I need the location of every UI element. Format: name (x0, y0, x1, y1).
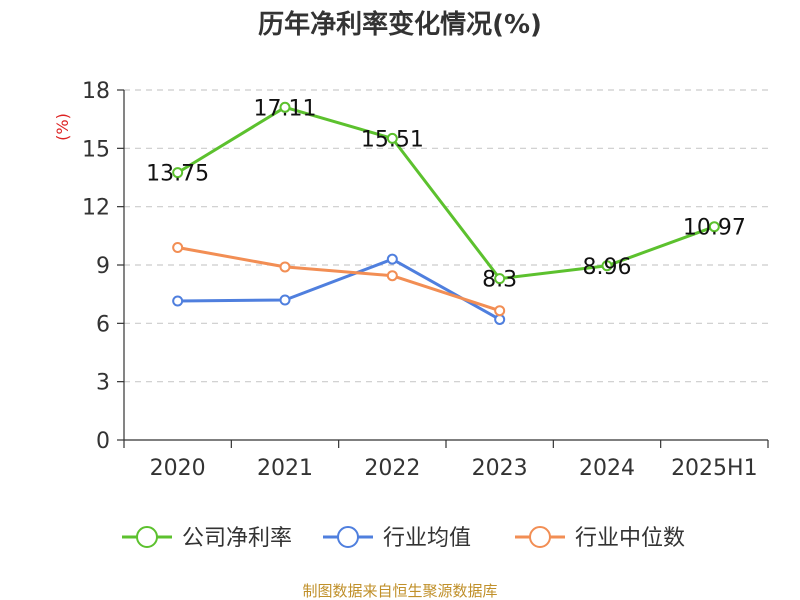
data-point (279, 261, 291, 273)
x-tick-label: 2023 (472, 456, 528, 481)
x-tick-label: 2021 (257, 456, 313, 481)
y-tick-label: 6 (96, 312, 110, 337)
y-tick-label: 18 (82, 79, 110, 104)
x-tick-label: 2020 (150, 456, 206, 481)
y-tick-label: 15 (82, 137, 110, 162)
data-point (708, 221, 720, 233)
data-label: 10.97 (683, 216, 746, 241)
data-point (172, 242, 184, 253)
data-point (494, 305, 506, 317)
data-point (386, 270, 398, 282)
series-lines (172, 101, 720, 325)
series-line (176, 105, 716, 281)
data-point (494, 313, 506, 325)
data-point (172, 167, 184, 179)
series-line (176, 246, 502, 313)
data-label: 8.96 (583, 255, 632, 280)
legend: 公司净利率 行业均值 行业中位数 (122, 526, 685, 551)
x-tick-label: 2025H1 (671, 456, 758, 481)
legend-label: 行业均值 (383, 526, 471, 551)
data-point (601, 260, 613, 272)
y-tick-label: 0 (96, 429, 110, 454)
data-label: 17.11 (254, 96, 317, 121)
y-axis-unit-label: (%) (53, 113, 72, 141)
gridlines (124, 89, 768, 383)
series-line (176, 257, 502, 321)
y-tick-label: 3 (96, 371, 110, 396)
legend-label: 公司净利率 (182, 526, 292, 551)
data-label: 15.51 (361, 127, 424, 152)
axes: 0 3 6 9 12 15 18 2020 2021 2022 2023 2024 2025H1 (82, 79, 769, 481)
data-point (386, 132, 398, 144)
data-point (494, 273, 506, 285)
source-note: 制图数据来自恒生聚源数据库 (302, 582, 497, 600)
legend-marker (529, 526, 551, 548)
data-label: 8.3 (482, 268, 517, 293)
chart-title: 历年净利率变化情况(%) (258, 9, 542, 40)
data-point (172, 295, 184, 307)
data-point (279, 294, 291, 306)
y-tick-label: 12 (82, 196, 110, 221)
y-tick-label: 9 (96, 254, 110, 279)
x-tick-label: 2022 (364, 456, 420, 481)
data-point (279, 101, 291, 113)
legend-marker (337, 526, 359, 548)
data-label: 13.75 (146, 162, 209, 187)
data-point (386, 253, 398, 265)
legend-label: 行业中位数 (575, 526, 685, 551)
x-tick-label: 2024 (579, 456, 635, 481)
legend-marker (136, 526, 158, 548)
data-labels: 13.75 17.11 15.51 8.3 8.96 10.97 (146, 96, 746, 292)
